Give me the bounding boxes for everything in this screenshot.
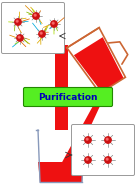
Circle shape (39, 31, 45, 37)
Circle shape (40, 32, 42, 34)
Circle shape (86, 138, 88, 140)
Polygon shape (55, 45, 68, 175)
Circle shape (17, 35, 23, 41)
Text: Purification: Purification (38, 92, 98, 101)
Circle shape (52, 22, 54, 24)
Circle shape (106, 138, 108, 140)
Circle shape (51, 21, 57, 27)
Polygon shape (67, 28, 125, 93)
Circle shape (85, 157, 91, 163)
FancyBboxPatch shape (72, 125, 135, 176)
Circle shape (85, 137, 91, 143)
Circle shape (86, 158, 88, 160)
FancyBboxPatch shape (24, 88, 112, 106)
Circle shape (106, 158, 108, 160)
Circle shape (105, 137, 111, 143)
FancyBboxPatch shape (1, 2, 64, 53)
Circle shape (15, 19, 21, 25)
Circle shape (34, 14, 36, 16)
Circle shape (18, 36, 20, 38)
Circle shape (105, 157, 111, 163)
Polygon shape (74, 37, 124, 92)
Polygon shape (38, 162, 84, 182)
Circle shape (16, 20, 18, 22)
Polygon shape (38, 130, 84, 182)
Polygon shape (55, 93, 106, 175)
Circle shape (33, 13, 39, 19)
